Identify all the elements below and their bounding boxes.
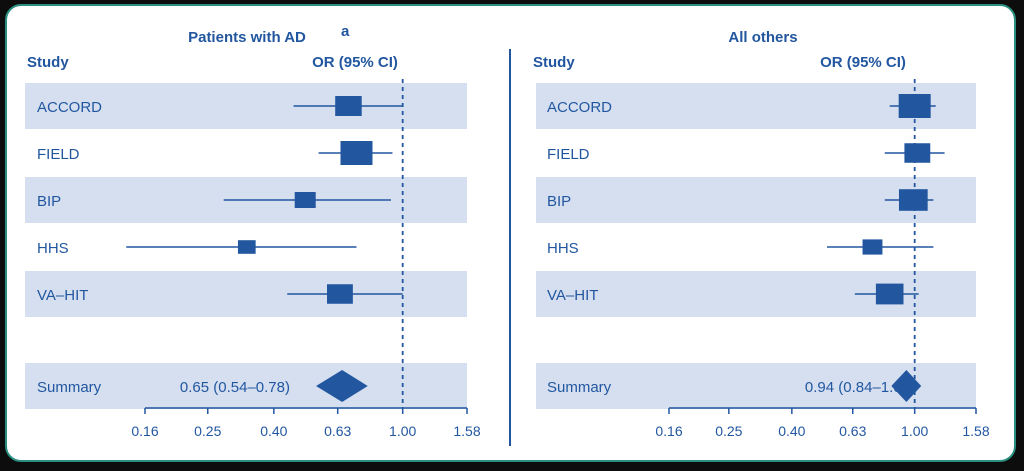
chart-frame: Patients with AD a Study OR (95% CI) ACCORD F… xyxy=(5,4,1016,462)
panel-title: Patients with AD xyxy=(188,29,306,46)
column-header-or: OR (95% CI) xyxy=(312,54,398,71)
x-tick-label: 1.58 xyxy=(962,423,989,439)
x-tick-label: 0.63 xyxy=(839,423,866,439)
summary-band xyxy=(25,363,467,409)
study-label: BIP xyxy=(37,193,61,210)
x-tick-label: 1.00 xyxy=(901,423,928,439)
study-estimate-marker xyxy=(904,143,931,163)
study-estimate-marker xyxy=(340,141,373,165)
study-estimate-marker xyxy=(862,239,883,255)
study-label: FIELD xyxy=(37,146,80,163)
study-label: BIP xyxy=(547,193,571,210)
study-estimate-marker xyxy=(237,240,256,254)
x-tick-label: 0.40 xyxy=(260,423,287,439)
study-estimate-marker xyxy=(327,284,353,304)
study-label: ACCORD xyxy=(37,99,102,116)
x-tick-label: 0.25 xyxy=(194,423,221,439)
x-tick-label: 0.63 xyxy=(324,423,351,439)
study-estimate-marker xyxy=(294,192,316,208)
study-estimate-marker xyxy=(898,189,928,211)
x-tick-label: 1.00 xyxy=(389,423,416,439)
study-label: HHS xyxy=(37,240,69,257)
forest-plot-chart: Patients with AD a Study OR (95% CI) ACCORD F… xyxy=(25,23,990,446)
summary-label: Summary xyxy=(37,379,102,396)
study-estimate-marker xyxy=(898,94,931,118)
study-estimate-marker xyxy=(335,96,362,116)
study-label: HHS xyxy=(547,240,579,257)
x-tick-label: 0.16 xyxy=(655,423,682,439)
x-tick-label: 0.25 xyxy=(715,423,742,439)
summary-diamond xyxy=(316,370,368,402)
study-label: FIELD xyxy=(547,146,590,163)
study-label: ACCORD xyxy=(547,99,612,116)
study-label: VA–HIT xyxy=(37,287,88,304)
panel-title: All others xyxy=(728,29,797,46)
summary-estimate-text: 0.94 (0.84–1.05) xyxy=(805,379,915,396)
study-label: VA–HIT xyxy=(547,287,598,304)
x-tick-label: 0.40 xyxy=(778,423,805,439)
study-estimate-marker xyxy=(875,283,904,305)
column-header-or: OR (95% CI) xyxy=(820,54,906,71)
summary-estimate-text: 0.65 (0.54–0.78) xyxy=(180,379,290,396)
column-header-study: Study xyxy=(27,54,69,71)
panel-title-superscript: a xyxy=(341,23,350,40)
summary-diamond xyxy=(891,370,922,402)
summary-label: Summary xyxy=(547,379,612,396)
x-tick-label: 0.16 xyxy=(131,423,158,439)
column-header-study: Study xyxy=(533,54,575,71)
x-tick-label: 1.58 xyxy=(453,423,480,439)
